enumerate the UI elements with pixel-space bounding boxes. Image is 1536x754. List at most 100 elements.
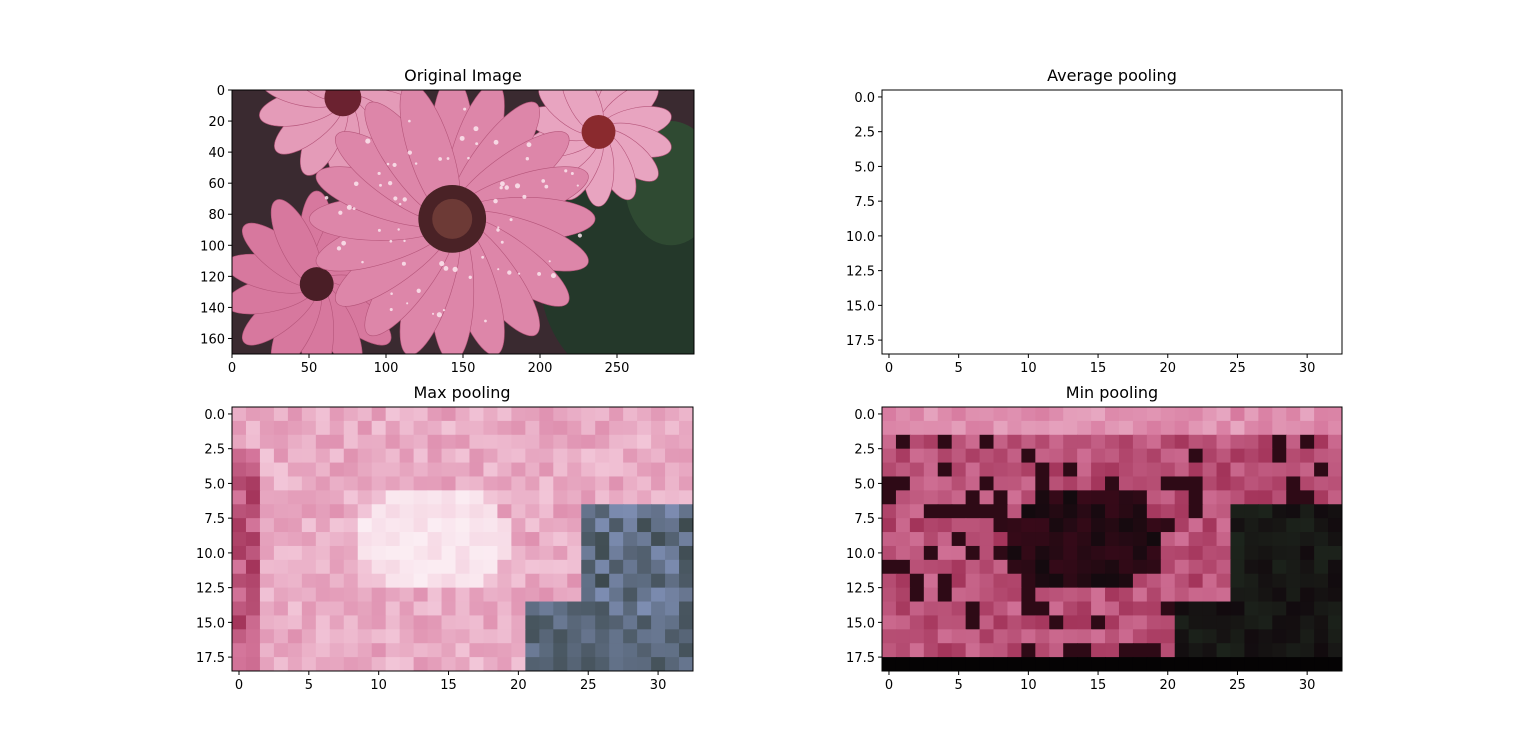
pixel-cell xyxy=(679,629,693,644)
pixel-cell xyxy=(287,532,303,547)
pixel-cell xyxy=(1174,407,1190,422)
pixel-cell xyxy=(1230,407,1246,422)
pixel-cell xyxy=(525,615,540,630)
pixel-cell xyxy=(371,657,387,671)
flower-centre xyxy=(324,90,362,117)
pixel-cell xyxy=(1328,407,1342,422)
pixel-cell xyxy=(567,615,582,630)
pixel-cell xyxy=(951,573,967,589)
pixel-cell xyxy=(1244,434,1259,450)
pixel-cell xyxy=(1188,434,1204,450)
pixel-cell xyxy=(1272,448,1287,464)
pixel-cell xyxy=(343,476,359,491)
pixel-cell xyxy=(553,629,568,644)
pixel-cell xyxy=(525,490,540,505)
pixel-cell xyxy=(315,518,331,533)
pixel-cell xyxy=(315,601,331,617)
pixel-cell xyxy=(609,657,624,671)
pixel-cell xyxy=(511,587,526,603)
pixel-cell xyxy=(1328,532,1342,547)
pixel-cell xyxy=(1314,587,1329,603)
pixel-cell xyxy=(1272,490,1287,505)
pixel-cell xyxy=(679,545,693,561)
pixel-cell xyxy=(455,559,471,575)
pixel-cell xyxy=(1188,615,1204,630)
pixel-cell xyxy=(623,615,638,630)
pixel-cell xyxy=(1300,559,1315,575)
pixel-cell xyxy=(539,601,554,617)
pixel-cell xyxy=(483,573,499,589)
pixel-cell xyxy=(357,532,373,547)
water-droplet xyxy=(526,142,532,148)
pixel-cell xyxy=(1258,532,1273,547)
pixel-cell xyxy=(343,434,359,450)
y-tick-label: 12.5 xyxy=(846,265,875,280)
pixel-cell xyxy=(1300,545,1315,561)
pixel-cell xyxy=(553,587,568,603)
pixel-cell xyxy=(609,407,624,422)
pixel-cell xyxy=(427,601,443,617)
pixel-cell xyxy=(469,407,485,422)
pixel-cell xyxy=(1286,615,1301,630)
pixel-cell xyxy=(882,615,897,630)
pixel-cell xyxy=(651,573,666,589)
axis-ticks: 0 5 10 15 20 25 30 0.0 2.5 5.0 7.5 10.0 12.5 15.0 17.5 xyxy=(196,408,666,693)
pixel-cell xyxy=(965,420,981,436)
water-droplet xyxy=(496,228,500,232)
pixel-cell xyxy=(287,504,303,519)
pixel-cell xyxy=(427,657,443,671)
pixel-cell xyxy=(951,615,967,630)
pixel-cell xyxy=(455,587,471,603)
pixel-cell xyxy=(1146,629,1162,644)
pixel-cell xyxy=(553,545,568,561)
pixel-cell xyxy=(923,462,939,478)
pixel-cell xyxy=(371,490,387,505)
pixel-cell xyxy=(1077,615,1092,630)
water-droplet xyxy=(481,255,485,259)
pixel-cell xyxy=(511,559,526,575)
pixel-cell xyxy=(665,601,680,617)
pixel-cell xyxy=(455,434,471,450)
pixel-cell xyxy=(1244,629,1259,644)
pixel-cell xyxy=(497,587,512,603)
pixel-cell xyxy=(371,518,387,533)
pixel-cell xyxy=(371,420,387,436)
pixel-cell xyxy=(315,434,331,450)
pixel-cell xyxy=(371,615,387,630)
pixel-cell xyxy=(1021,532,1036,547)
pixel-cell xyxy=(1328,629,1342,644)
pixel-cell xyxy=(993,490,1009,505)
pixel-cell xyxy=(1132,615,1148,630)
pixel-cell xyxy=(329,434,345,450)
pixel-cell xyxy=(1328,518,1342,533)
pixel-cell xyxy=(623,490,638,505)
pixel-cell xyxy=(637,434,652,450)
pixel-cell xyxy=(371,601,387,617)
pixel-cell xyxy=(1314,490,1329,505)
pixel-cell xyxy=(979,559,995,575)
x-tick-label: 5 xyxy=(305,678,313,693)
pixel-cell xyxy=(511,532,526,547)
pixel-cell xyxy=(385,573,401,589)
pixel-cell xyxy=(993,615,1009,630)
pixel-cell xyxy=(1314,629,1329,644)
pixel-cell xyxy=(413,643,429,658)
pixel-cell xyxy=(273,462,289,478)
pixel-cell xyxy=(497,462,512,478)
pixel-cell xyxy=(1105,504,1120,519)
pixel-cell xyxy=(1314,573,1329,589)
pixel-cell xyxy=(909,434,925,450)
pixel-cell xyxy=(385,601,401,617)
pixel-cell xyxy=(287,434,303,450)
pixel-cell xyxy=(1146,490,1162,505)
water-droplet xyxy=(365,138,371,144)
pixel-cell xyxy=(1063,643,1078,658)
pixel-cell xyxy=(581,545,596,561)
pixel-cell xyxy=(399,420,415,436)
pixel-cell xyxy=(609,504,624,519)
pixel-cell xyxy=(909,559,925,575)
pixel-cell xyxy=(1063,629,1078,644)
pixel-cell xyxy=(245,545,261,561)
pixel-cell xyxy=(1035,559,1050,575)
pixel-cell xyxy=(609,462,624,478)
